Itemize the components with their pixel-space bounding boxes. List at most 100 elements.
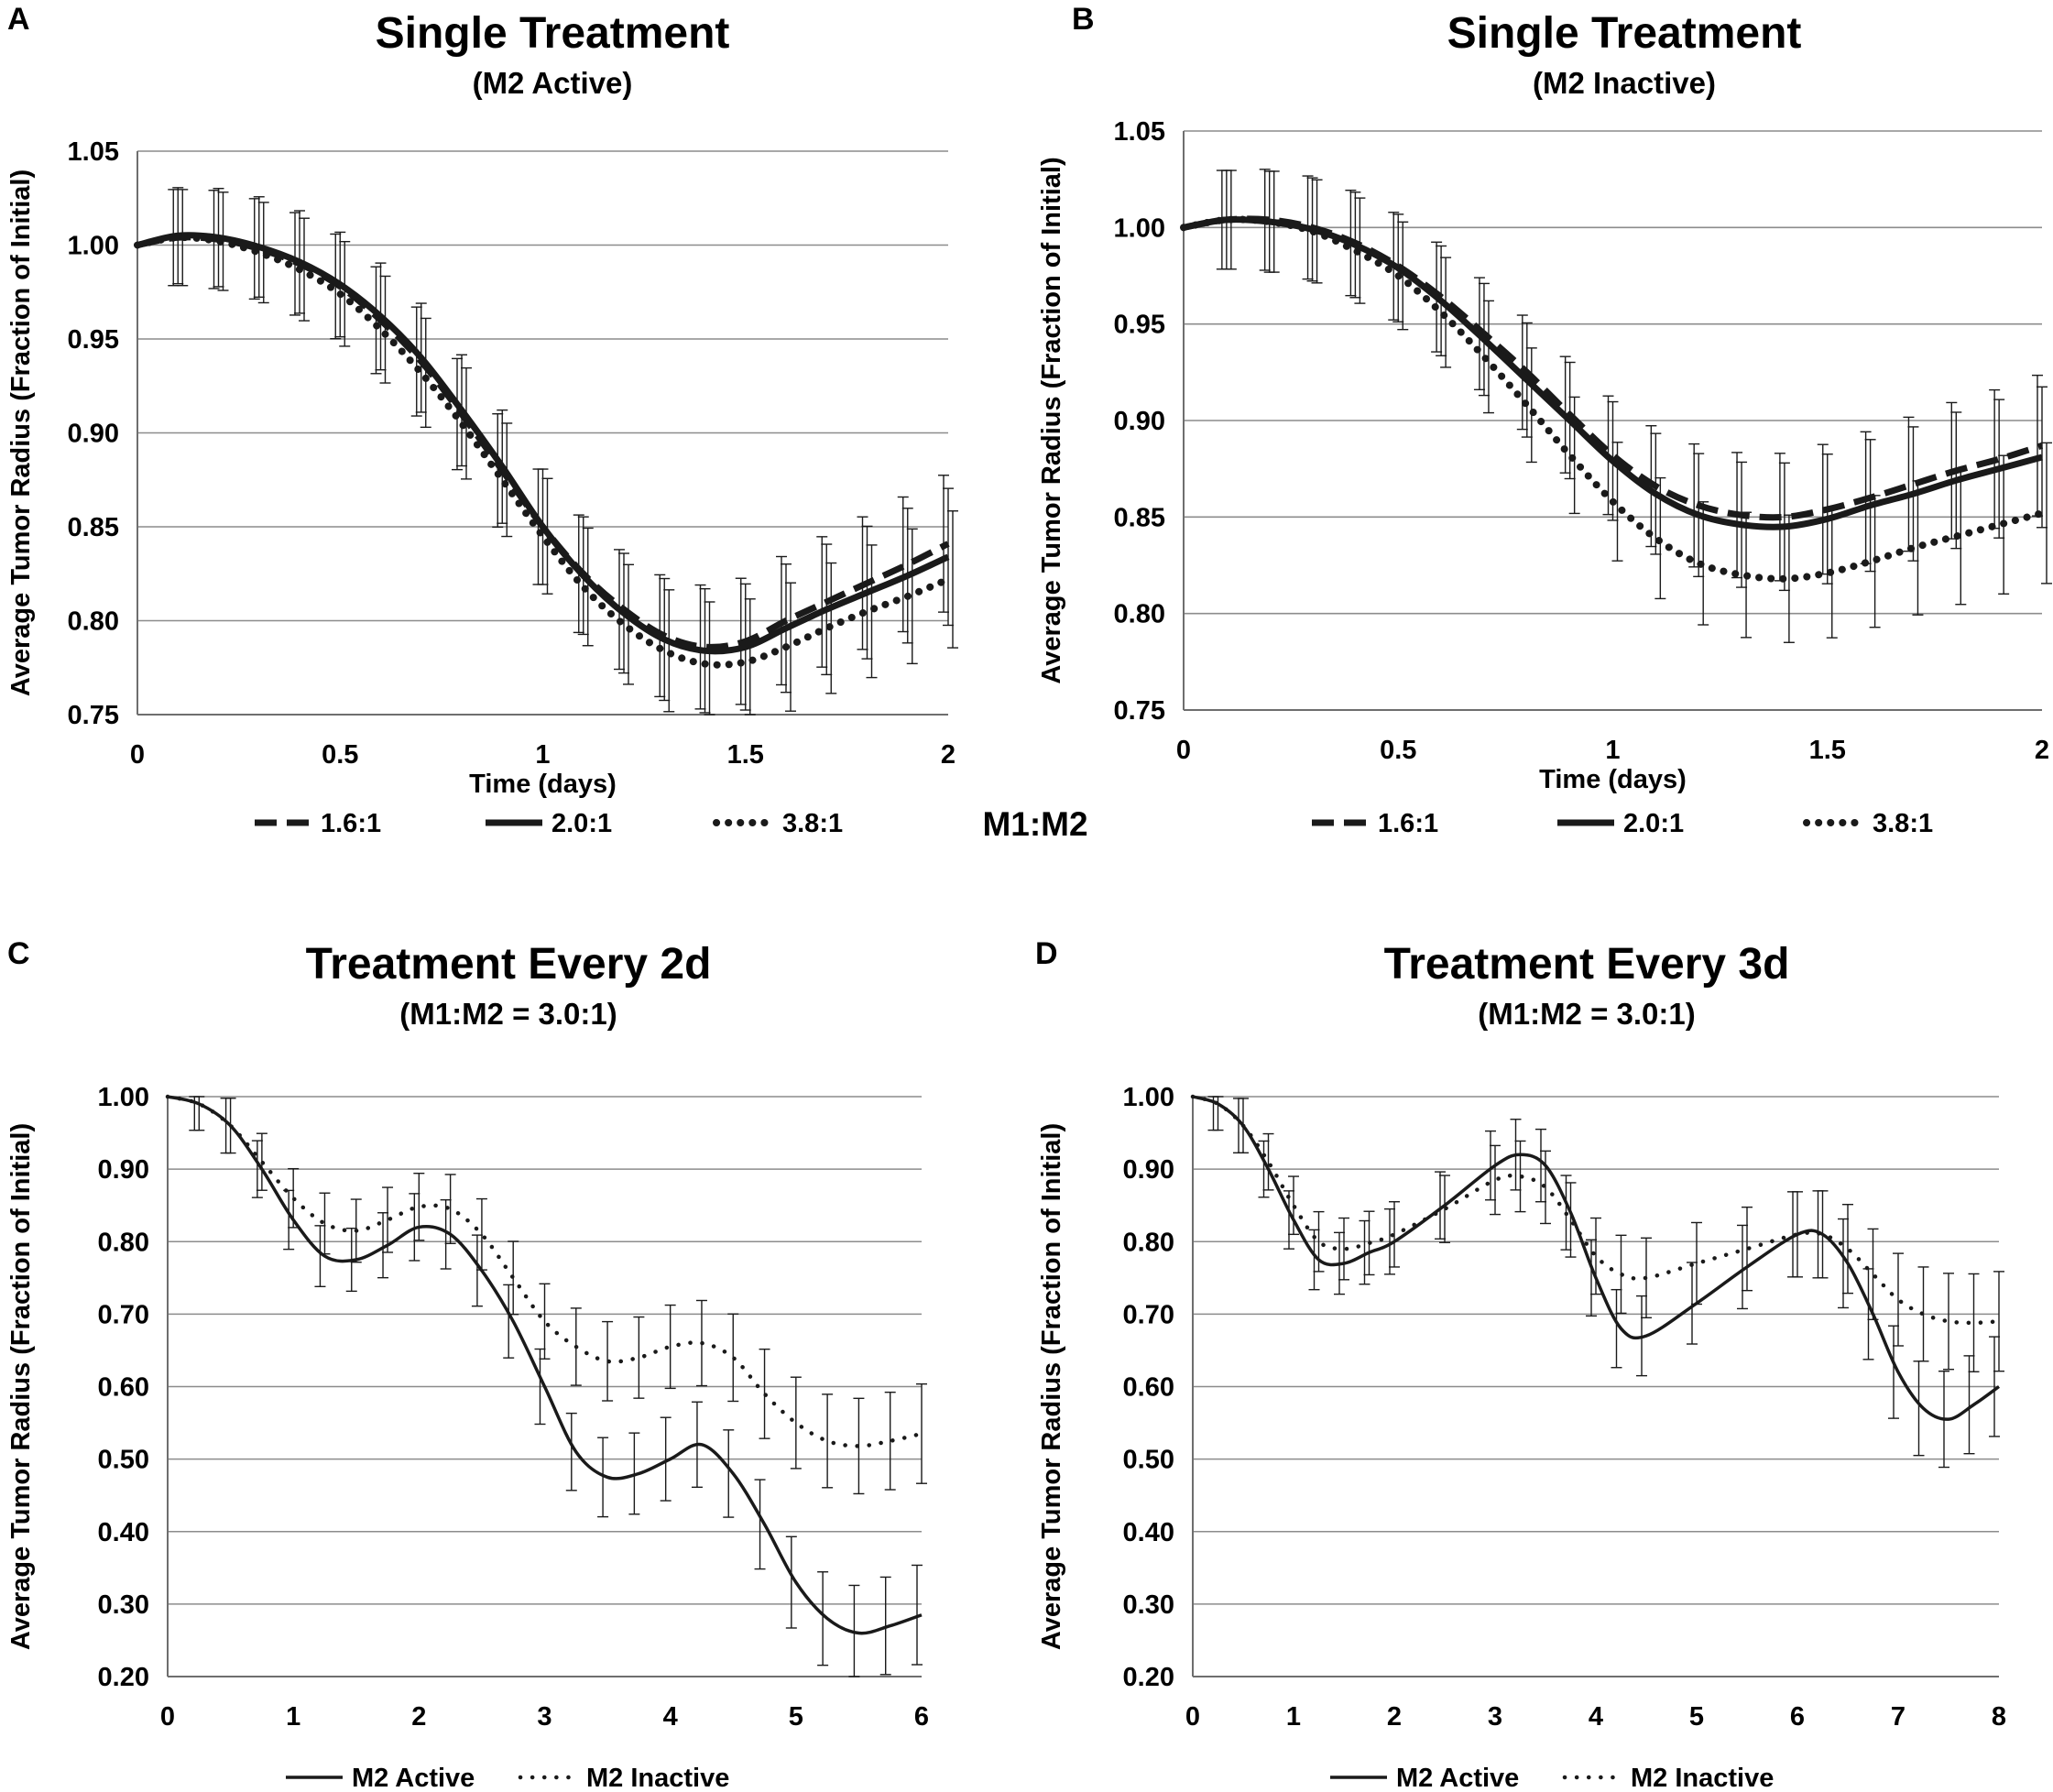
panel-c-y-tick-label: 0.90 xyxy=(98,1155,149,1185)
panel-d-y-tick-label: 0.40 xyxy=(1123,1518,1174,1547)
panel-c-x-tick-label: 4 xyxy=(663,1702,678,1732)
panel-d-y-tick-label: 0.70 xyxy=(1123,1300,1174,1329)
panel-d-x-tick-label: 3 xyxy=(1488,1702,1502,1732)
panel-d-x-tick-label: 8 xyxy=(1992,1702,2006,1732)
panel-a-legend-label: 3.8:1 xyxy=(782,809,843,838)
panel-b-y-tick-label: 1.05 xyxy=(1114,117,1165,147)
panel-a-legend: 1.6:1 2.0:1 3.8:1 xyxy=(255,809,843,838)
panel-c-y-tick-label: 0.80 xyxy=(98,1228,149,1257)
panel-c-series-m2-inactive xyxy=(165,1094,924,1448)
panel-d-y-axis-label: Average Tumor Radius (Fraction of Initia… xyxy=(1037,1123,1066,1650)
panel-b: B Single Treatment (M2 Inactive) 0.75 0.80 0.… xyxy=(1037,2,2052,838)
panel-c-y-tick-label: 1.00 xyxy=(98,1083,149,1112)
panel-c-y-tick-label: 0.20 xyxy=(98,1663,149,1692)
panel-b-y-tick-label: 0.75 xyxy=(1114,696,1165,726)
panel-c-x-tick-label: 2 xyxy=(411,1702,426,1732)
panel-d-series-m2-active xyxy=(1192,1095,2001,1421)
panel-a-title: Single Treatment xyxy=(376,9,730,58)
panel-b-y-tick-label: 0.95 xyxy=(1114,311,1165,340)
panel-c-legend-label: M2 Inactive xyxy=(586,1764,729,1792)
panel-a-series-3-8-1 xyxy=(134,234,952,669)
panel-b-x-tick-label: 0 xyxy=(1176,736,1191,765)
panel-c-x-tick-label: 6 xyxy=(914,1702,929,1732)
panel-a-y-tick-label: 0.85 xyxy=(68,513,119,542)
panel-d-x-tick-label: 5 xyxy=(1689,1702,1704,1732)
panel-a-y-tick-label: 1.00 xyxy=(68,232,119,261)
panel-c-x-tick-label: 0 xyxy=(160,1702,175,1732)
panel-c-y-tick-label: 0.70 xyxy=(98,1300,149,1329)
panel-d-legend: M2 Active M2 Inactive xyxy=(1330,1764,1774,1792)
panel-d-x-tick-label: 2 xyxy=(1387,1702,1402,1732)
panel-c-y-tick-label: 0.40 xyxy=(98,1518,149,1547)
panel-b-x-tick-label: 0.5 xyxy=(1380,736,1416,765)
panel-d-y-tick-label: 0.60 xyxy=(1123,1373,1174,1403)
shared-legend-label: M1:M2 xyxy=(982,805,1087,843)
panel-b-y-tick-label: 0.90 xyxy=(1114,407,1165,436)
panel-a-y-tick-label: 0.90 xyxy=(68,420,119,449)
panel-d-x-tick-label: 7 xyxy=(1891,1702,1906,1732)
panel-d-y-tick-label: 0.80 xyxy=(1123,1228,1174,1257)
panel-a-subtitle: (M2 Active) xyxy=(473,66,633,100)
panel-c-x-tick-label: 5 xyxy=(789,1702,803,1732)
panel-d-series-m2-inactive xyxy=(1190,1094,2002,1326)
panel-d-y-tick-label: 0.30 xyxy=(1123,1590,1174,1620)
panel-d-legend-label: M2 Inactive xyxy=(1631,1764,1774,1792)
panel-a-y-tick-label: 0.75 xyxy=(68,701,119,730)
panel-c-y-axis-label: Average Tumor Radius (Fraction of Initia… xyxy=(6,1123,36,1650)
panel-a-y-tick-label: 1.05 xyxy=(68,137,119,167)
panel-c-series-m2-active xyxy=(167,1095,923,1635)
panel-b-subtitle: (M2 Inactive) xyxy=(1533,66,1716,100)
panel-d-y-tick-label: 1.00 xyxy=(1123,1083,1174,1112)
panel-d-legend-label: M2 Active xyxy=(1396,1764,1519,1792)
panel-c-y-tick-label: 0.50 xyxy=(98,1446,149,1475)
panel-c-letter: C xyxy=(7,936,30,971)
panel-b-y-tick-label: 0.80 xyxy=(1114,600,1165,629)
panel-c-x-tick-label: 3 xyxy=(537,1702,551,1732)
panel-a-series-2-0-1 xyxy=(137,232,950,655)
panel-a-x-tick-label: 1.5 xyxy=(727,740,764,770)
panel-b-x-tick-label: 1 xyxy=(1605,736,1620,765)
panel-d-x-tick-label: 1 xyxy=(1286,1702,1301,1732)
panel-d: D Treatment Every 3d (M1:M2 = 3.0:1) 0.20 0.… xyxy=(1035,936,2006,1792)
panel-c-y-tick-label: 0.60 xyxy=(98,1373,149,1403)
panel-d-y-tick-label: 0.90 xyxy=(1123,1155,1174,1185)
panel-d-y-tick-label: 0.20 xyxy=(1123,1663,1174,1692)
panel-c-title: Treatment Every 2d xyxy=(306,940,712,989)
panel-b-legend: 1.6:1 2.0:1 3.8:1 xyxy=(1312,809,1933,838)
panel-b-series-3-8-1 xyxy=(1180,215,2046,583)
panel-d-subtitle: (M1:M2 = 3.0:1) xyxy=(1478,997,1695,1031)
panel-a-x-tick-label: 0 xyxy=(130,740,145,770)
panel-b-x-tick-label: 1.5 xyxy=(1809,736,1846,765)
panel-d-error-bars xyxy=(1207,1096,2004,1469)
panel-d-y-tick-label: 0.50 xyxy=(1123,1446,1174,1475)
panel-b-legend-label: 1.6:1 xyxy=(1378,809,1438,838)
panel-a-letter: A xyxy=(7,2,30,37)
panel-b-y-tick-label: 0.85 xyxy=(1114,503,1165,532)
panel-c-error-bars xyxy=(189,1096,927,1677)
panel-c: C Treatment Every 2d (M1:M2 = 3.0:1) 0.20 0.… xyxy=(6,936,929,1792)
panel-a: A Single Treatment (M2 Active) 0.75 0.80 0.85… xyxy=(6,2,958,838)
panel-a-legend-label: 2.0:1 xyxy=(551,809,612,838)
panel-d-x-tick-label: 0 xyxy=(1185,1702,1200,1732)
panel-b-legend-label: 2.0:1 xyxy=(1623,809,1684,838)
panel-a-y-axis-label: Average Tumor Radius (Fraction of Initia… xyxy=(6,169,36,696)
panel-b-y-tick-label: 1.00 xyxy=(1114,213,1165,243)
panel-c-legend-label: M2 Active xyxy=(352,1764,475,1792)
panel-a-x-tick-label: 0.5 xyxy=(322,740,358,770)
panel-a-y-tick-label: 0.95 xyxy=(68,325,119,355)
panel-d-letter: D xyxy=(1035,936,1058,971)
panel-b-x-tick-label: 2 xyxy=(2035,736,2049,765)
panel-a-legend-label: 1.6:1 xyxy=(321,809,381,838)
panel-b-letter: B xyxy=(1072,2,1095,37)
panel-a-x-tick-label: 2 xyxy=(941,740,956,770)
panel-b-x-axis-label: Time (days) xyxy=(1539,765,1687,794)
panel-a-x-axis-label: Time (days) xyxy=(469,770,617,799)
panel-c-legend: M2 Active M2 Inactive xyxy=(286,1764,729,1792)
panel-d-x-tick-label: 4 xyxy=(1589,1702,1603,1732)
panel-d-x-tick-label: 6 xyxy=(1790,1702,1805,1732)
panel-c-y-tick-label: 0.30 xyxy=(98,1590,149,1620)
panel-b-title: Single Treatment xyxy=(1447,9,1802,58)
panel-a-y-tick-label: 0.80 xyxy=(68,607,119,637)
panel-a-x-tick-label: 1 xyxy=(535,740,550,770)
